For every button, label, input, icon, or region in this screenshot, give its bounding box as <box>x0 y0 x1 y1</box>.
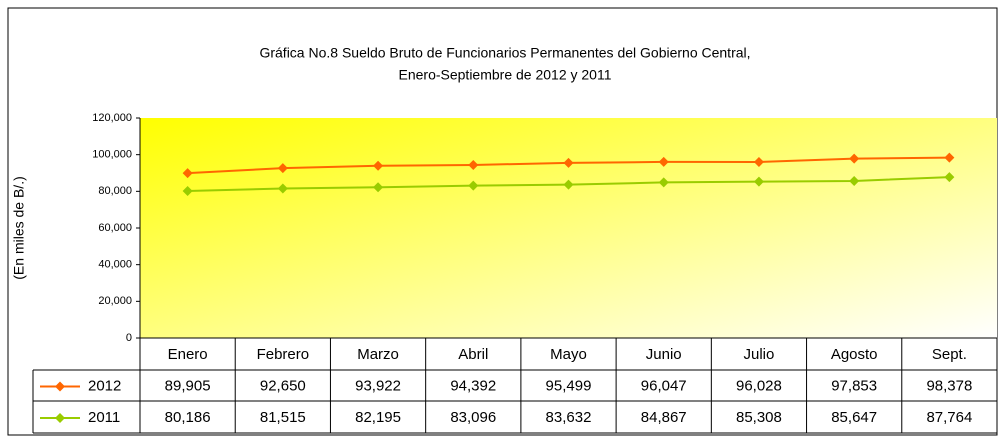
point <box>849 175 860 186</box>
legend-label: 2012 <box>88 377 121 394</box>
y-tick-label: 60,000 <box>98 222 132 234</box>
legend-marker <box>55 413 65 423</box>
chart-title: Gráfica No.8 Sueldo Bruto de Funcionario… <box>259 45 750 61</box>
x-tick-label: Enero <box>168 346 208 363</box>
point <box>373 182 384 193</box>
point <box>468 180 479 191</box>
y-tick-label: 120,000 <box>92 112 132 124</box>
table-value: 97,853 <box>831 377 877 394</box>
point <box>182 185 193 196</box>
table-value: 81,515 <box>260 409 306 426</box>
plot-area <box>140 118 997 338</box>
x-tick-label: Julio <box>744 346 775 363</box>
y-tick-label: 80,000 <box>98 185 132 197</box>
y-axis-label: (En miles de B/.) <box>11 176 27 279</box>
table-value: 85,647 <box>831 409 877 426</box>
table-value: 84,867 <box>641 409 687 426</box>
table-value: 96,028 <box>736 377 782 394</box>
point <box>658 177 669 188</box>
x-tick-label: Febrero <box>257 346 310 363</box>
table-value: 96,047 <box>641 377 687 394</box>
x-tick-label: Agosto <box>831 346 878 363</box>
legend-marker <box>55 381 65 392</box>
point <box>373 160 384 171</box>
point <box>753 156 764 167</box>
point <box>563 179 574 190</box>
x-tick-label: Sept. <box>932 346 967 363</box>
point <box>849 153 860 164</box>
table-value: 83,632 <box>546 409 592 426</box>
table-value: 93,922 <box>355 377 401 394</box>
table-value: 82,195 <box>355 409 401 426</box>
chart-title: Enero-Septiembre de 2012 y 2011 <box>399 67 612 83</box>
point <box>277 183 288 194</box>
point <box>753 176 764 187</box>
table-value: 80,186 <box>165 409 211 426</box>
table-value: 92,650 <box>260 377 306 394</box>
table-value: 83,096 <box>450 409 496 426</box>
y-tick-label: 20,000 <box>98 295 132 307</box>
point <box>563 157 574 168</box>
table-value: 98,378 <box>926 377 972 394</box>
table-value: 95,499 <box>546 377 592 394</box>
y-tick-label: 40,000 <box>98 259 132 271</box>
x-tick-label: Marzo <box>357 346 399 363</box>
point <box>944 152 955 163</box>
point <box>944 172 955 183</box>
y-tick-label: 0 <box>126 332 132 344</box>
table-value: 85,308 <box>736 409 782 426</box>
point <box>658 156 669 167</box>
table-value: 94,392 <box>450 377 496 394</box>
point <box>468 159 479 170</box>
point <box>182 168 193 179</box>
legend-label: 2011 <box>88 409 120 426</box>
y-tick-label: 100,000 <box>92 149 132 161</box>
x-tick-label: Abril <box>458 346 488 363</box>
table-value: 89,905 <box>165 377 211 394</box>
x-tick-label: Junio <box>646 346 682 363</box>
point <box>277 163 288 174</box>
table-value: 87,764 <box>926 409 972 426</box>
x-tick-label: Mayo <box>550 346 587 363</box>
